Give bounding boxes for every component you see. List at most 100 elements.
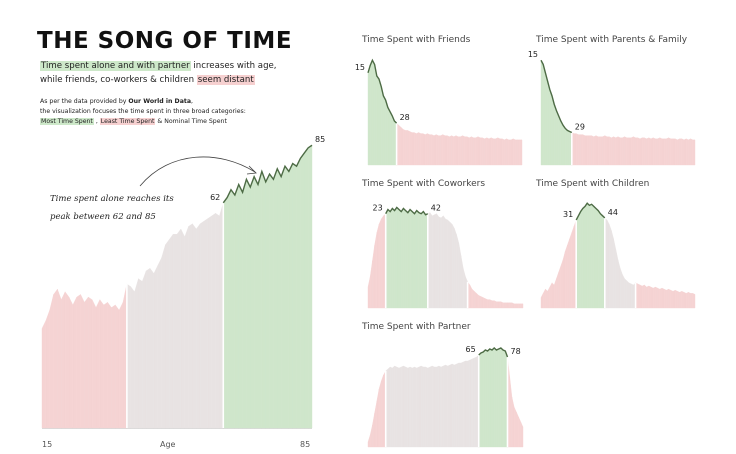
friends-area-band — [431, 134, 435, 166]
family-area-band — [655, 138, 658, 166]
family-area-band — [547, 81, 550, 166]
coworkers-area-band — [416, 210, 420, 309]
coworkers-area-band — [494, 300, 497, 309]
coworkers-area-band — [516, 303, 519, 309]
alone-area-band — [68, 297, 74, 429]
partner-area-band — [518, 416, 521, 448]
alone-area-band — [99, 299, 104, 429]
family-area-band — [668, 137, 671, 166]
partner-area-band — [436, 365, 440, 448]
coworkers-area-band — [396, 206, 400, 309]
children-area-band — [569, 232, 572, 309]
partner-area-band — [509, 376, 513, 448]
children-area-band — [639, 284, 643, 309]
family-area-band — [558, 115, 561, 166]
partner-area-band — [463, 360, 466, 448]
alone-area-band — [145, 267, 151, 429]
coworkers-area-band — [505, 302, 508, 309]
friends-area-band — [381, 86, 384, 166]
alone-area-band — [265, 173, 270, 429]
friends-area-band — [475, 136, 479, 166]
family-area-band — [617, 136, 621, 166]
alone-area-band — [269, 173, 274, 429]
children-area-band — [690, 293, 693, 309]
alone-area-band — [296, 158, 301, 429]
children-area-band — [606, 219, 610, 309]
children-label-44: 44 — [608, 208, 618, 217]
children-area-band — [626, 280, 630, 309]
alone-area-band — [250, 176, 255, 429]
family-area-band — [545, 72, 548, 166]
alone-area-band — [41, 320, 47, 429]
alone-area-band — [199, 220, 205, 429]
children-area-band — [679, 290, 682, 309]
children-area-band — [644, 284, 647, 309]
alone-area-band — [153, 265, 158, 429]
family-area-band — [642, 137, 645, 166]
family-area-band — [584, 135, 588, 166]
children-area-band — [609, 224, 612, 309]
annotation-line-1: Time spent alone reaches its — [50, 194, 174, 204]
friends-area-band — [409, 131, 413, 166]
friends-area-band — [495, 137, 498, 166]
coworkers-area-band — [487, 299, 490, 309]
friends-area-band — [464, 136, 468, 166]
annotation-alone: Time spent alone reaches its peak betwee… — [50, 190, 180, 226]
alone-label-62: 62 — [210, 193, 220, 202]
alone-area-band — [230, 189, 236, 429]
family-area-band — [657, 137, 660, 166]
alone-area-band — [207, 215, 212, 429]
alone-area-band — [64, 291, 70, 429]
coworkers-area-band — [476, 292, 479, 309]
partner-area-band — [420, 365, 424, 448]
coworkers-area-band — [491, 300, 495, 309]
page-subtitle: Time spent alone and with partner increa… — [40, 59, 340, 87]
children-area-band — [637, 283, 641, 309]
family-area-band — [551, 95, 555, 166]
children-area-band — [615, 249, 619, 309]
partner-area-band — [443, 364, 446, 448]
coworkers-area-band — [414, 209, 417, 309]
family-area-band — [631, 136, 634, 166]
coworkers-area-band — [443, 215, 446, 309]
children-area-band — [642, 284, 645, 309]
alone-area-band — [211, 212, 216, 429]
family-area-band — [670, 138, 674, 166]
partner-area-band — [414, 366, 417, 448]
friends-chart-title: Time Spent with Friends — [362, 35, 471, 45]
coworkers-area-band — [429, 212, 433, 309]
alone-area-band — [149, 267, 155, 429]
family-area-band — [692, 139, 696, 166]
partner-area-band — [516, 411, 519, 448]
friends-area-band — [462, 135, 465, 166]
alone-area-band — [61, 291, 66, 429]
friends-area-band — [433, 134, 437, 166]
family-area-band — [549, 89, 553, 166]
note-text: As per the data provided by — [40, 98, 129, 105]
partner-area-band — [372, 412, 375, 448]
children-area-band — [584, 202, 588, 309]
page-title: THE SONG OF TIME — [37, 28, 293, 54]
alone-area-band — [53, 288, 58, 429]
partner-area-band — [449, 363, 453, 448]
friends-area-band — [376, 75, 380, 166]
coworkers-area-band — [405, 210, 409, 309]
friends-area-band — [418, 132, 421, 166]
partner-chart: 65 78 — [367, 345, 524, 448]
friends-area-band — [403, 129, 406, 166]
alone-area-band — [280, 166, 286, 429]
children-area-band — [650, 286, 654, 309]
family-area-band — [677, 138, 680, 166]
partner-area-band — [405, 366, 409, 448]
partner-area-band — [480, 351, 484, 448]
coworkers-area-band — [451, 224, 455, 309]
children-area-band — [589, 203, 592, 309]
friends-area-band — [392, 115, 395, 166]
children-area-band — [611, 230, 614, 309]
alone-area-band — [57, 289, 62, 429]
children-area-band — [598, 209, 601, 309]
children-area-band — [655, 286, 658, 309]
children-area-band — [620, 268, 623, 309]
alone-area-band — [91, 299, 97, 429]
